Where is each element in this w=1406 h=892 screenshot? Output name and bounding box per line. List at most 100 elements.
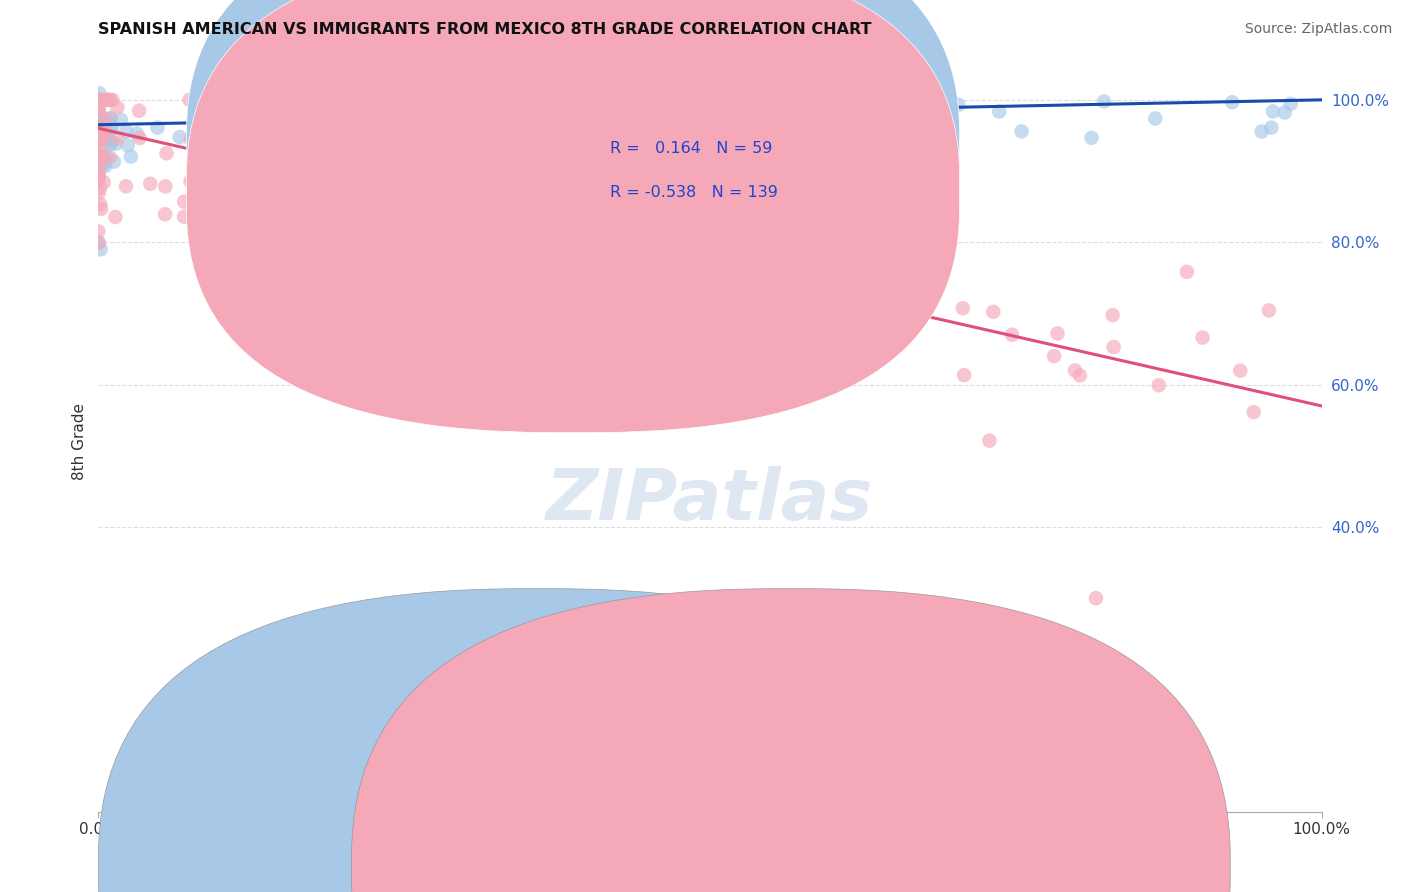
Point [432, 211, 454, 226]
Point [326, 213, 349, 227]
Point [506, 306, 529, 320]
Point [89, 123, 111, 137]
Point [98, 150, 121, 164]
Point [465, 205, 488, 219]
Point [1084, 591, 1107, 606]
Point [866, 102, 889, 116]
Point [467, 288, 489, 302]
Point [1243, 405, 1265, 419]
Point [94, 148, 117, 162]
Point [89, 197, 111, 211]
Point [939, 92, 962, 106]
Point [97, 93, 120, 107]
Point [834, 311, 856, 326]
Point [700, 232, 723, 246]
FancyBboxPatch shape [515, 101, 856, 235]
Point [87, 160, 110, 174]
Point [98, 93, 121, 107]
Point [120, 150, 142, 164]
Point [93, 152, 115, 166]
Point [179, 93, 201, 107]
Point [94, 124, 117, 138]
Point [948, 97, 970, 112]
Point [89, 131, 111, 145]
Point [110, 112, 132, 127]
Point [98, 132, 121, 146]
Point [93, 128, 115, 143]
Point [87, 150, 110, 164]
Point [988, 104, 1011, 119]
Point [155, 179, 177, 194]
Point [981, 305, 1004, 319]
Point [87, 152, 110, 166]
Point [115, 179, 138, 194]
Point [87, 103, 110, 117]
Point [952, 301, 974, 316]
Point [91, 150, 114, 164]
Point [1220, 95, 1243, 110]
Point [96, 93, 118, 107]
Point [231, 93, 253, 107]
Point [458, 235, 481, 249]
Point [546, 184, 568, 198]
Point [1064, 363, 1087, 377]
Point [495, 176, 517, 190]
Point [100, 111, 122, 125]
Point [821, 320, 844, 334]
Point [423, 169, 446, 184]
Point [87, 168, 110, 182]
Point [117, 138, 139, 153]
Point [87, 170, 110, 185]
Point [374, 219, 396, 233]
Point [155, 146, 177, 161]
Point [93, 133, 115, 147]
Point [90, 136, 112, 150]
Point [419, 240, 441, 254]
Point [87, 93, 110, 107]
Point [87, 120, 110, 134]
Point [353, 169, 375, 183]
Point [752, 333, 775, 347]
Point [87, 132, 110, 146]
Point [173, 210, 195, 224]
Point [1046, 326, 1069, 341]
Point [87, 93, 110, 107]
Point [87, 120, 110, 134]
Point [87, 173, 110, 187]
Point [115, 125, 138, 139]
Point [658, 293, 681, 308]
Point [768, 377, 790, 392]
Point [90, 202, 112, 216]
Point [337, 207, 360, 221]
Point [1175, 265, 1198, 279]
Point [90, 243, 112, 257]
Text: Source: ZipAtlas.com: Source: ZipAtlas.com [1244, 22, 1392, 37]
Point [1001, 327, 1024, 342]
Point [1102, 340, 1125, 354]
Point [104, 136, 127, 151]
Point [1011, 124, 1033, 138]
Point [94, 93, 117, 107]
Point [93, 119, 115, 133]
Point [501, 218, 523, 232]
Point [1279, 96, 1302, 111]
Point [801, 233, 824, 247]
Point [474, 212, 496, 227]
Point [457, 288, 479, 302]
Point [87, 93, 110, 107]
Point [87, 169, 110, 183]
Point [87, 186, 110, 201]
Point [585, 216, 607, 230]
Point [94, 159, 117, 173]
Point [89, 181, 111, 195]
Point [87, 106, 110, 120]
Point [89, 86, 111, 100]
Point [396, 236, 419, 251]
Point [125, 127, 148, 141]
Point [219, 93, 242, 107]
FancyBboxPatch shape [187, 0, 959, 433]
Point [1260, 120, 1282, 135]
Text: ZIPatlas: ZIPatlas [547, 467, 873, 535]
Point [87, 116, 110, 130]
Point [87, 126, 110, 140]
